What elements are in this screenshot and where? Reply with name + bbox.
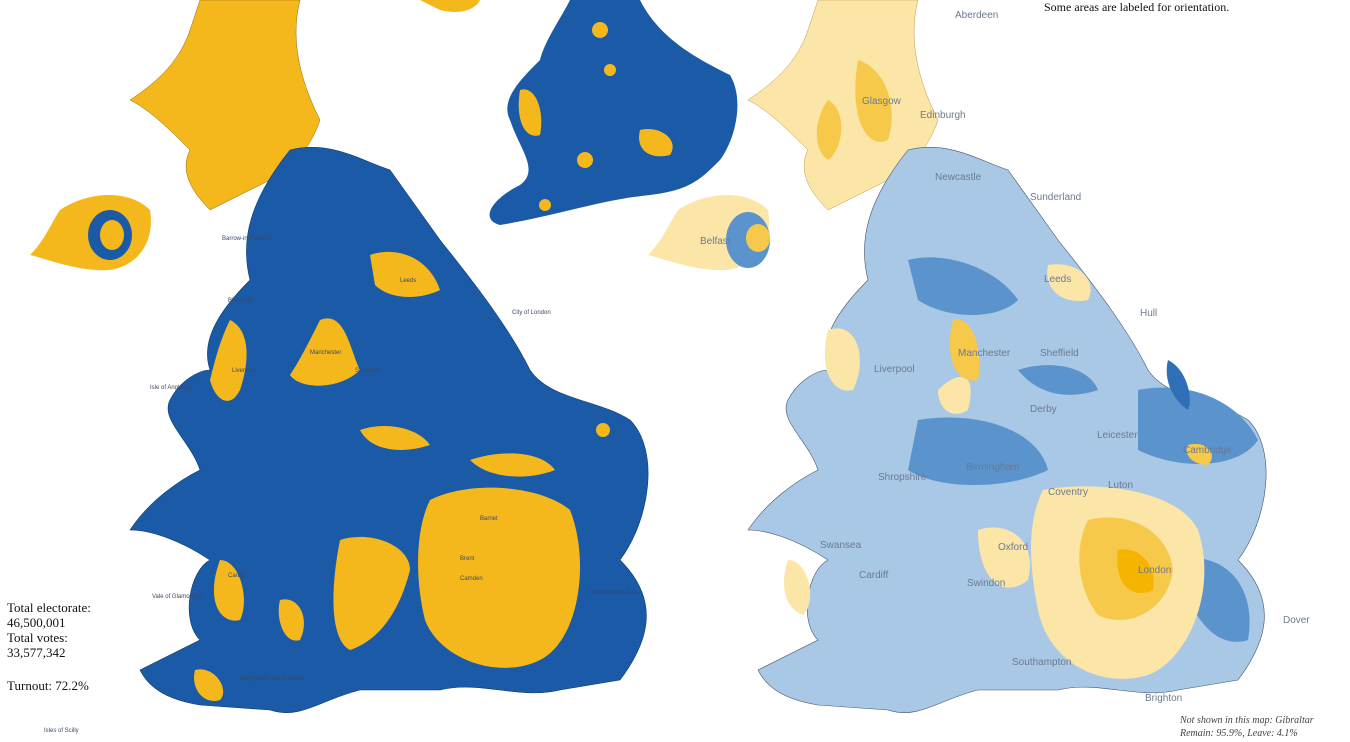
place-label: Newcastle [935, 172, 982, 183]
place-label: London [1138, 565, 1171, 576]
place-label: Liverpool [232, 368, 256, 374]
footnote: Remain: 95.9%, Leave: 4.1% [1179, 728, 1298, 739]
place-label: Camden [460, 576, 483, 582]
place-label: Cardiff [859, 570, 888, 581]
place-label: Derby [1030, 404, 1057, 415]
place-label: Aberdeen [955, 10, 998, 21]
place-label: Leeds [1044, 274, 1071, 285]
place-label: Barnet [480, 516, 498, 522]
place-label: Luton [1108, 480, 1133, 491]
place-label: Brighton [1145, 693, 1182, 704]
place-label: Cambridge [1183, 445, 1232, 456]
place-label: Liverpool [874, 364, 915, 375]
vote-share-map [648, 0, 1267, 714]
place-label: Sheffield [1040, 348, 1079, 359]
place-label: Glasgow [862, 96, 902, 107]
place-label: Edinburgh [920, 110, 966, 121]
place-label: Weymouth and Portland [240, 676, 304, 682]
place-label: Southampton [1012, 657, 1072, 668]
place-label: Sunderland [1030, 192, 1081, 203]
place-label: Manchester [310, 350, 341, 356]
place-label: Shropshire [878, 472, 927, 483]
texts: Some areas are labeled for orientation. … [7, 0, 1314, 739]
place-label: Oxford [998, 542, 1028, 553]
place-label: Blackpool [228, 298, 254, 304]
place-label: Swindon [967, 578, 1005, 589]
footnote: Not shown in this map: Gibraltar [1179, 715, 1314, 726]
place-label: Isles of Scilly [44, 728, 79, 734]
place-label: Coventry [1048, 487, 1088, 498]
inset-map [420, 0, 738, 225]
place-label: Stockport [355, 368, 381, 374]
note: Some areas are labeled for orientation. [1044, 0, 1229, 14]
leave-remain-map [30, 0, 649, 714]
place-label: Barrow-in-Furness [222, 236, 271, 242]
stat-label: Total electorate: [7, 600, 91, 615]
place-label: Dover [1283, 615, 1310, 626]
place-label: Belfast [700, 236, 731, 247]
place-label: City of London [512, 310, 551, 316]
place-label: Leeds [400, 278, 416, 284]
place-label: Cardiff [228, 573, 246, 579]
place-label: Vale of Glamorgan [152, 594, 202, 600]
place-label: Birmingham [966, 462, 1019, 473]
place-label: Southend-on-Sea [590, 590, 638, 596]
place-label: Manchester [958, 348, 1011, 359]
place-label: Isle of Anglesey [150, 385, 192, 391]
place-label: Leicester [1097, 430, 1138, 441]
stat-label: Total votes: [7, 630, 68, 645]
turnout: Turnout: 72.2% [7, 678, 89, 693]
place-label: Swansea [820, 540, 862, 551]
stat-value: 46,500,001 [7, 615, 66, 630]
stat-value: 33,577,342 [7, 645, 66, 660]
place-label: Hull [1140, 308, 1157, 319]
place-label: Brent [460, 556, 475, 562]
